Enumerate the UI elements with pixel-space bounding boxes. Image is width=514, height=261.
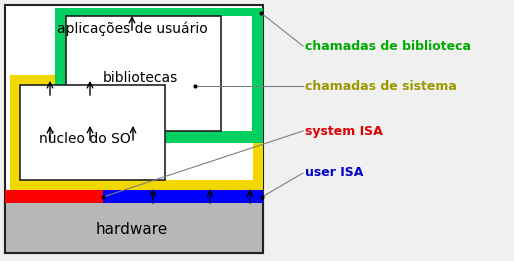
Text: chamadas de biblioteca: chamadas de biblioteca [305, 39, 471, 52]
Text: system ISA: system ISA [305, 124, 383, 138]
Bar [66, 16, 252, 131]
Bar [5, 201, 263, 253]
Text: bibliotecas: bibliotecas [102, 71, 178, 85]
Bar [66, 16, 221, 131]
Bar [103, 190, 263, 203]
Bar [5, 5, 263, 253]
Text: chamadas de sistema: chamadas de sistema [305, 80, 457, 92]
Text: user ISA: user ISA [305, 167, 363, 180]
Bar [20, 85, 165, 180]
Bar [10, 75, 263, 190]
Bar [55, 8, 263, 143]
Text: aplicações de usuário: aplicações de usuário [57, 22, 207, 36]
Bar [5, 190, 103, 203]
Text: hardware: hardware [96, 222, 168, 236]
Text: núcleo do SO: núcleo do SO [39, 132, 131, 146]
Bar [20, 85, 253, 180]
